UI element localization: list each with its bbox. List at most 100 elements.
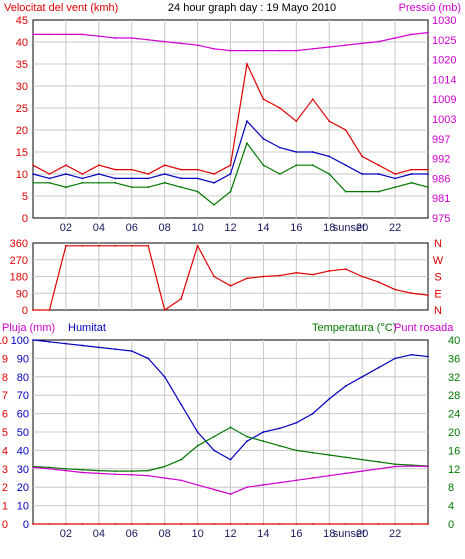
wind-xtick-label: 12 (224, 222, 236, 234)
humidity-xtick-label: 10 (191, 528, 203, 540)
temperature-series-line-point (361, 458, 364, 461)
wind-green-series-line-point (97, 181, 100, 184)
gust-series-line-point (427, 168, 429, 171)
dewpoint-series-line-point (114, 473, 117, 476)
direction-series-line-point (361, 275, 364, 278)
direction-series-line-point (130, 244, 133, 247)
wind-avg-series-line-point (361, 173, 364, 175)
direction-series-line-point (180, 297, 183, 300)
pressure-ytick-label: 997 (432, 134, 450, 146)
humidity-series-line-point (130, 350, 133, 352)
wind-xtick-label: 02 (60, 222, 72, 234)
dewpoint-ylabel: Punt rosada (394, 322, 454, 334)
wind-avg-series-line-point (410, 173, 413, 175)
humidity-xtick-label: 02 (60, 528, 72, 540)
temperature-ylabel: Temperatura (°C) (312, 322, 396, 334)
humidity-ytick-label: 20 (17, 482, 29, 494)
rain-ytick-label: 2 (2, 482, 8, 494)
wind-avg-series-line-point (196, 177, 199, 180)
pressure-series-line-point (114, 37, 117, 39)
dewpoint-series-line-point (147, 474, 150, 477)
wind-avg-series-line-point (262, 137, 265, 140)
rain-series-line-point (196, 523, 199, 525)
humidity-series-line-point (65, 342, 67, 345)
rain-ytick-label: 10 (0, 335, 8, 347)
humidity-xtick-label: 20 (356, 528, 368, 540)
direction-series-line-point (32, 309, 34, 311)
wind-avg-series-line-point (427, 173, 429, 175)
humidity-ytick-label: 60 (17, 409, 29, 421)
pressure-series-line-point (180, 42, 183, 45)
temperature-series-line-point (246, 435, 248, 438)
wind-green-series-line-point (81, 181, 84, 184)
direction-series-line-point (65, 244, 67, 247)
temperature-ytick-label: 40 (448, 335, 460, 347)
pressure-series-line-point (147, 38, 150, 41)
dewpoint-series-line-point (163, 477, 166, 479)
humidity-ylabel: Humitat (68, 322, 106, 334)
dewpoint-series-line-point (97, 472, 100, 475)
wind-avg-series-line-point (344, 164, 347, 167)
humidity-series-line-point (81, 344, 84, 347)
pressure-series-line-point (394, 37, 396, 39)
rain-series-line-point (114, 523, 117, 525)
wind-xtick-label: 18 (323, 222, 335, 234)
direction-series-line-point (328, 270, 331, 272)
rain-series-line-point (229, 523, 232, 525)
gust-series-line-point (97, 164, 100, 167)
temperature-series-line-point (163, 465, 166, 468)
dewpoint-series-line-point (278, 481, 281, 484)
wind-green-series-line-point (328, 173, 331, 175)
gust-series-line-point (196, 168, 199, 171)
wind-avg-series-line-point (295, 151, 298, 153)
rain-series-line-point (295, 523, 298, 525)
wind-ytick-label: 10 (16, 169, 28, 181)
dewpoint-series-line-point (295, 479, 298, 482)
rain-ytick-label: 4 (2, 445, 8, 457)
rain-ytick-label: 7 (2, 390, 8, 402)
rain-series-line-point (81, 523, 84, 525)
wind-xtick-label: 08 (159, 222, 171, 234)
temperature-ytick-label: 8 (448, 482, 454, 494)
wind-green-series-line-point (246, 142, 248, 145)
temperature-series-line-point (213, 435, 215, 438)
wind-ylabel: Velocitat del vent (kmh) (4, 2, 118, 14)
wind-xtick-label: 06 (126, 222, 138, 234)
pressure-series-line-point (410, 33, 413, 36)
gust-series-line-point (32, 164, 34, 167)
direction-ytick-label: 90 (16, 288, 28, 300)
humidity-xtick-label: 16 (290, 528, 302, 540)
wind-avg-series-line-point (48, 177, 51, 180)
temperature-ytick-label: 32 (448, 372, 460, 384)
direction-ytick-label: 0 (22, 305, 28, 317)
humidity-ytick-label: 100 (11, 335, 29, 347)
pressure-ytick-label: 986 (432, 173, 450, 185)
humidity-xtick-label: 08 (159, 528, 171, 540)
humidity-series-line-point (295, 421, 298, 424)
direction-letter-label: W (433, 255, 444, 267)
pressure-series-line-point (48, 33, 51, 36)
pressure-series-line-point (163, 40, 166, 43)
gust-series-line-point (394, 173, 396, 175)
wind-green-series-line-point (48, 181, 51, 184)
wind-green-series-line-point (32, 181, 34, 184)
wind-green-series-line-point (229, 190, 232, 193)
temperature-series-line-point (114, 470, 117, 472)
wind-green-series-line-point (147, 186, 150, 189)
wind-avg-series-line-point (394, 177, 396, 180)
dewpoint-series-line-point (377, 467, 380, 470)
dewpoint-series-line-point (229, 493, 232, 495)
dewpoint-series-line-point (361, 470, 364, 472)
dewpoint-series-line-point (328, 474, 331, 477)
wind-xtick-label: 14 (257, 222, 269, 234)
chart-title: 24 hour graph day : 19 Mayo 2010 (168, 2, 336, 14)
wind-green-series-line-point (278, 173, 281, 175)
dewpoint-series-line-point (196, 484, 199, 486)
gust-series-line-point (278, 107, 281, 109)
wind-green-series-line-point (410, 181, 413, 184)
wind-green-series-line-point (361, 190, 364, 193)
wind-green-series-line-point (311, 164, 314, 167)
pressure-ytick-label: 981 (432, 193, 450, 205)
wind-avg-series-line-point (180, 177, 183, 180)
rain-series-line-point (344, 523, 347, 525)
